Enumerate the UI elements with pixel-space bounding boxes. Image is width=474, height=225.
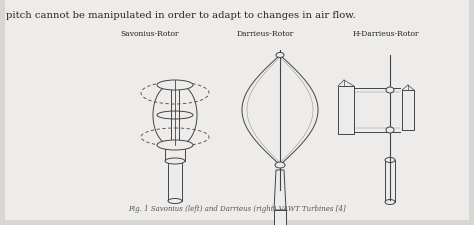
Ellipse shape (386, 87, 394, 93)
Ellipse shape (168, 158, 182, 164)
Ellipse shape (157, 140, 193, 150)
Ellipse shape (165, 142, 185, 148)
Bar (168, 161, 182, 201)
Text: pitch cannot be manipulated in order to adapt to changes in air flow.: pitch cannot be manipulated in order to … (6, 11, 356, 20)
Bar (274, 210, 286, 225)
Text: Savonius-Rotor: Savonius-Rotor (120, 30, 179, 38)
Ellipse shape (386, 127, 394, 133)
Text: H-Darrieus-Rotor: H-Darrieus-Rotor (353, 30, 419, 38)
Bar (385, 160, 395, 202)
Ellipse shape (385, 200, 395, 205)
Ellipse shape (157, 80, 193, 90)
Bar (338, 86, 354, 134)
Polygon shape (274, 170, 286, 210)
Text: Fig. 1 Savonius (left) and Darrieus (right) VAWT Turbines [4]: Fig. 1 Savonius (left) and Darrieus (rig… (128, 205, 346, 213)
Ellipse shape (276, 52, 284, 58)
Bar (165, 145, 185, 161)
Ellipse shape (385, 158, 395, 162)
Ellipse shape (168, 198, 182, 203)
Ellipse shape (275, 162, 285, 168)
Ellipse shape (165, 158, 185, 164)
Bar (402, 90, 414, 130)
Text: Darrieus-Rotor: Darrieus-Rotor (237, 30, 294, 38)
